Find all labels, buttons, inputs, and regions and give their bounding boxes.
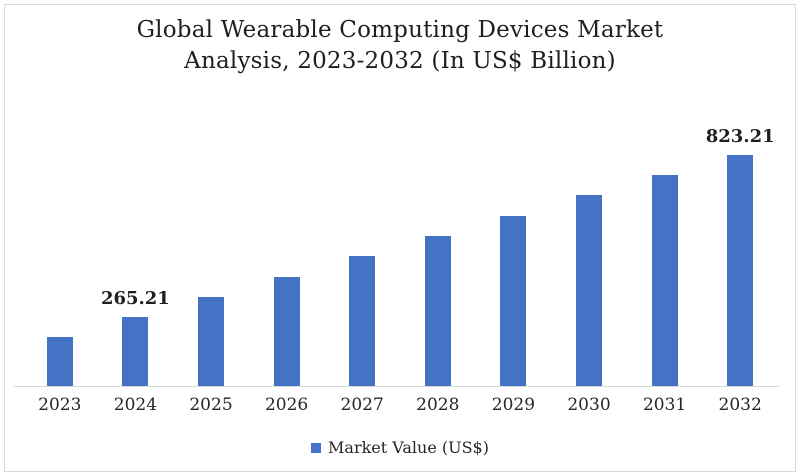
x-axis-label-2023: 2023	[38, 395, 82, 415]
x-axis-label-2028: 2028	[416, 395, 460, 415]
bar-2030	[576, 195, 602, 386]
bar-2027	[349, 256, 376, 386]
bar-2024	[122, 317, 149, 386]
x-axis-label-2025: 2025	[189, 395, 233, 415]
x-axis-label-2031: 2031	[642, 395, 687, 415]
x-axis-label-2026: 2026	[264, 395, 309, 415]
data-label-2032: 823.21	[705, 126, 775, 147]
x-axis-labels: 2023 2024 2025 2026 2027 2028 2029 2030 2031 2032	[22, 395, 778, 417]
x-axis-label-2029: 2029	[491, 395, 536, 415]
x-axis-label-2032: 2032	[718, 395, 762, 415]
x-axis-label-2024: 2024	[113, 395, 158, 415]
plot-area: 265.21 823.21	[22, 110, 778, 386]
bar-2029	[500, 216, 527, 386]
x-axis-label-2030: 2030	[567, 395, 611, 415]
bar-2028	[424, 236, 451, 386]
bar-2026	[273, 277, 300, 386]
chart-title: Global Wearable Computing Devices Market…	[0, 15, 800, 77]
data-label-2024: 265.21	[100, 288, 170, 309]
bar-2023	[46, 337, 73, 386]
legend-marker-icon	[311, 442, 322, 453]
legend-label: Market Value (US$)	[328, 438, 489, 457]
bar-2031	[651, 175, 678, 386]
bar-2025	[198, 297, 224, 386]
chart-title-line2: Analysis, 2023-2032 (In US$ Billion)	[184, 48, 616, 74]
chart-title-line1: Global Wearable Computing Devices Market	[136, 17, 664, 43]
x-axis-line	[14, 386, 779, 387]
x-axis-label-2027: 2027	[340, 395, 384, 415]
bar-2032	[727, 155, 754, 386]
legend: Market Value (US$)	[0, 438, 800, 457]
